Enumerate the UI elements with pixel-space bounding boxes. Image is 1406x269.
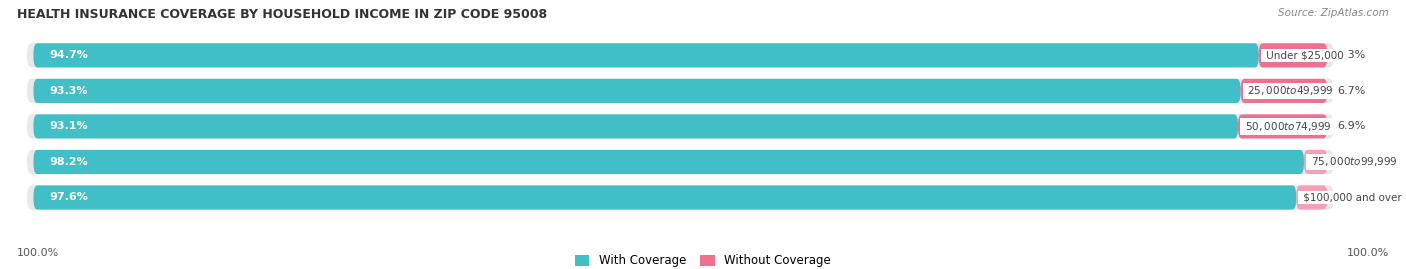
Text: 93.1%: 93.1% bbox=[49, 121, 87, 132]
Text: 6.9%: 6.9% bbox=[1337, 121, 1367, 132]
FancyBboxPatch shape bbox=[34, 150, 1303, 174]
Text: 97.6%: 97.6% bbox=[49, 193, 87, 203]
FancyBboxPatch shape bbox=[1240, 79, 1327, 103]
Text: 6.7%: 6.7% bbox=[1337, 86, 1367, 96]
Legend: With Coverage, Without Coverage: With Coverage, Without Coverage bbox=[575, 254, 831, 267]
Text: 94.7%: 94.7% bbox=[49, 50, 87, 60]
FancyBboxPatch shape bbox=[34, 79, 1240, 103]
Text: $75,000 to $99,999: $75,000 to $99,999 bbox=[1308, 155, 1398, 168]
FancyBboxPatch shape bbox=[1303, 150, 1327, 174]
Text: HEALTH INSURANCE COVERAGE BY HOUSEHOLD INCOME IN ZIP CODE 95008: HEALTH INSURANCE COVERAGE BY HOUSEHOLD I… bbox=[17, 8, 547, 21]
Text: Source: ZipAtlas.com: Source: ZipAtlas.com bbox=[1278, 8, 1389, 18]
Text: 5.3%: 5.3% bbox=[1337, 50, 1365, 60]
Text: 93.3%: 93.3% bbox=[49, 86, 87, 96]
Text: 100.0%: 100.0% bbox=[17, 248, 59, 258]
FancyBboxPatch shape bbox=[1258, 43, 1327, 68]
Text: 1.8%: 1.8% bbox=[1337, 157, 1367, 167]
Text: $50,000 to $74,999: $50,000 to $74,999 bbox=[1241, 120, 1333, 133]
Text: 100.0%: 100.0% bbox=[1347, 248, 1389, 258]
FancyBboxPatch shape bbox=[34, 114, 1237, 139]
FancyBboxPatch shape bbox=[27, 79, 1334, 103]
FancyBboxPatch shape bbox=[27, 114, 1334, 139]
FancyBboxPatch shape bbox=[27, 185, 1334, 210]
FancyBboxPatch shape bbox=[1237, 114, 1327, 139]
FancyBboxPatch shape bbox=[27, 150, 1334, 174]
Text: $100,000 and over: $100,000 and over bbox=[1301, 193, 1405, 203]
FancyBboxPatch shape bbox=[27, 43, 1334, 68]
Text: Under $25,000: Under $25,000 bbox=[1263, 50, 1347, 60]
FancyBboxPatch shape bbox=[34, 43, 1258, 68]
Text: $25,000 to $49,999: $25,000 to $49,999 bbox=[1244, 84, 1334, 97]
FancyBboxPatch shape bbox=[1296, 185, 1327, 210]
Text: 2.4%: 2.4% bbox=[1337, 193, 1367, 203]
FancyBboxPatch shape bbox=[34, 185, 1296, 210]
Text: 98.2%: 98.2% bbox=[49, 157, 87, 167]
